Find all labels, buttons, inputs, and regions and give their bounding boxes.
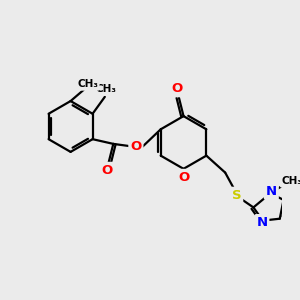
Text: O: O: [171, 82, 183, 95]
Text: CH₃: CH₃: [77, 79, 98, 89]
Text: CH₃: CH₃: [281, 176, 300, 186]
Text: S: S: [232, 189, 241, 202]
Text: O: O: [101, 164, 112, 177]
Text: O: O: [178, 171, 189, 184]
Text: CH₃: CH₃: [95, 84, 116, 94]
Text: O: O: [130, 140, 142, 153]
Text: N: N: [256, 216, 267, 229]
Text: N: N: [266, 185, 277, 198]
